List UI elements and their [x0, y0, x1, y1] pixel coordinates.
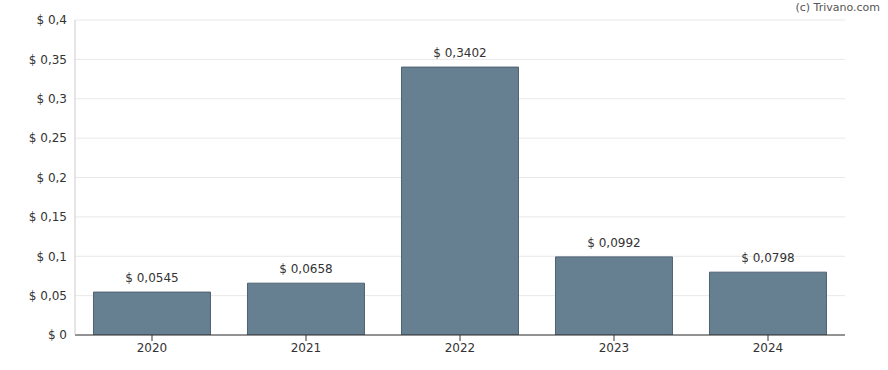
svg-text:$ 0,0658: $ 0,0658 [279, 262, 332, 276]
svg-text:2022: 2022 [445, 341, 476, 355]
svg-text:$ 0: $ 0 [48, 328, 67, 342]
svg-text:$ 0,0992: $ 0,0992 [587, 236, 640, 250]
svg-text:$ 0,3402: $ 0,3402 [433, 46, 486, 60]
svg-text:2023: 2023 [599, 341, 630, 355]
svg-text:$ 0,4: $ 0,4 [36, 13, 67, 27]
svg-text:$ 0,3: $ 0,3 [36, 92, 67, 106]
svg-text:2020: 2020 [137, 341, 168, 355]
svg-text:$ 0,25: $ 0,25 [29, 131, 67, 145]
svg-text:$ 0,35: $ 0,35 [29, 53, 67, 67]
svg-text:2024: 2024 [753, 341, 784, 355]
svg-text:$ 0,2: $ 0,2 [36, 171, 67, 185]
svg-text:$ 0,05: $ 0,05 [29, 289, 67, 303]
svg-text:2021: 2021 [291, 341, 322, 355]
svg-text:$ 0,0798: $ 0,0798 [741, 251, 794, 265]
svg-text:$ 0,1: $ 0,1 [36, 250, 67, 264]
svg-text:$ 0,15: $ 0,15 [29, 210, 67, 224]
svg-text:$ 0,0545: $ 0,0545 [125, 271, 178, 285]
html-text:(c) Trivano.com: (c) Trivano.com [795, 1, 880, 14]
